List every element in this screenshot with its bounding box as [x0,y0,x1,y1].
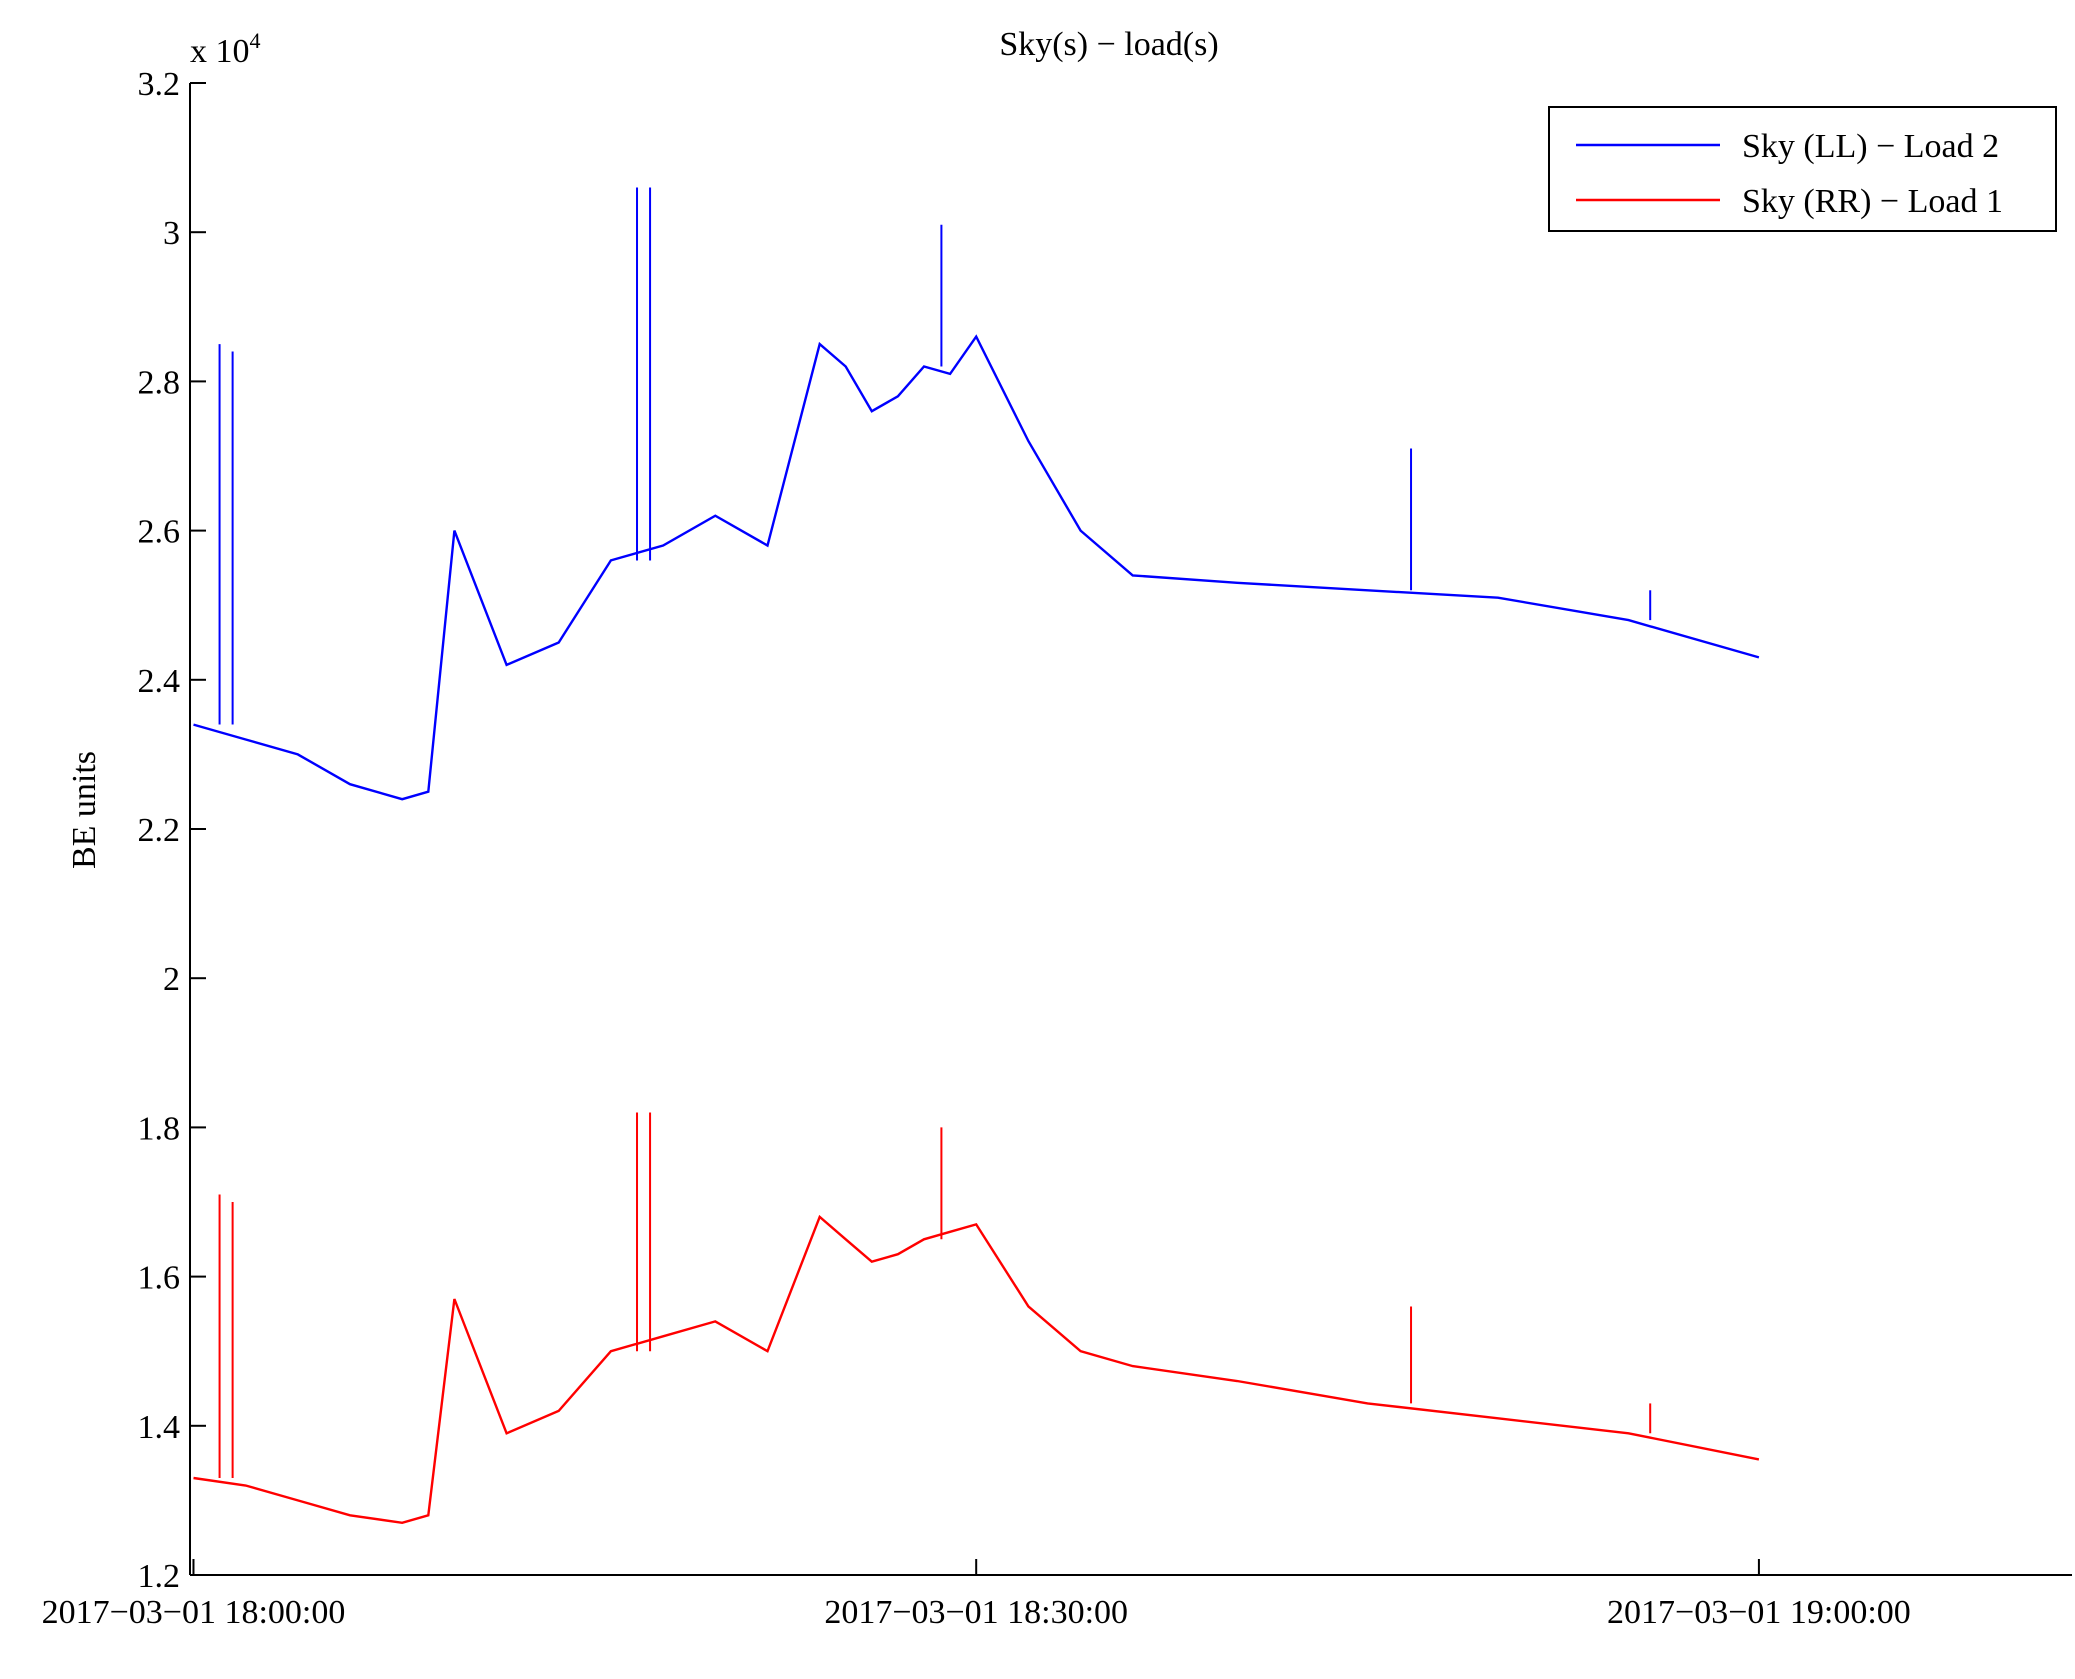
y-tick-label: 1.8 [138,1110,181,1147]
y-tick-label: 2.4 [138,663,181,700]
y-tick-label: 3.2 [138,66,181,103]
legend-label-1: Sky (LL) − Load 2 [1742,128,1999,165]
plot-area: 1.2 1.4 1.6 1.8 2 2.2 2.4 2.6 2.8 3 3.2 2017−03−01 … [42,66,2072,1631]
x-tick-label: 2017−03−01 18:00:00 [42,1594,346,1631]
y-tick-label: 1.2 [138,1558,181,1595]
axes-layer: 1.2 1.4 1.6 1.8 2 2.2 2.4 2.6 2.8 3 3.2 2017−03−01 … [42,66,2072,1631]
x-tick-label: 2017−03−01 18:30:00 [824,1594,1128,1631]
chart-title: Sky(s) − load(s) [999,26,1218,63]
y-exponent-power: 4 [250,28,261,53]
y-tick-label: 1.6 [138,1260,181,1297]
series-line-2 [193,1214,1760,1525]
y-exponent-base: x 10 [190,33,250,70]
y-tick-label: 2.2 [138,812,181,849]
legend: Sky (LL) − Load 2 Sky (RR) − Load 1 [1548,106,2057,232]
y-tick-label: 1.4 [138,1409,181,1446]
x-tick-label: 2017−03−01 19:00:00 [1607,1594,1911,1631]
y-tick-label: 2 [163,961,180,998]
svg-text:x 104: x 104 [190,28,261,70]
y-tick-label: 3 [163,215,180,252]
y-axis-label: BE units [66,751,103,869]
y-tick-label: 2.6 [138,514,181,551]
series-layer [193,187,1760,1525]
legend-box [1548,106,2057,232]
y-exponent-label: x 104 [190,28,261,70]
y-tick-label: 2.8 [138,364,181,401]
legend-label-2: Sky (RR) − Load 1 [1742,183,2003,220]
series-line-1 [193,334,1760,801]
